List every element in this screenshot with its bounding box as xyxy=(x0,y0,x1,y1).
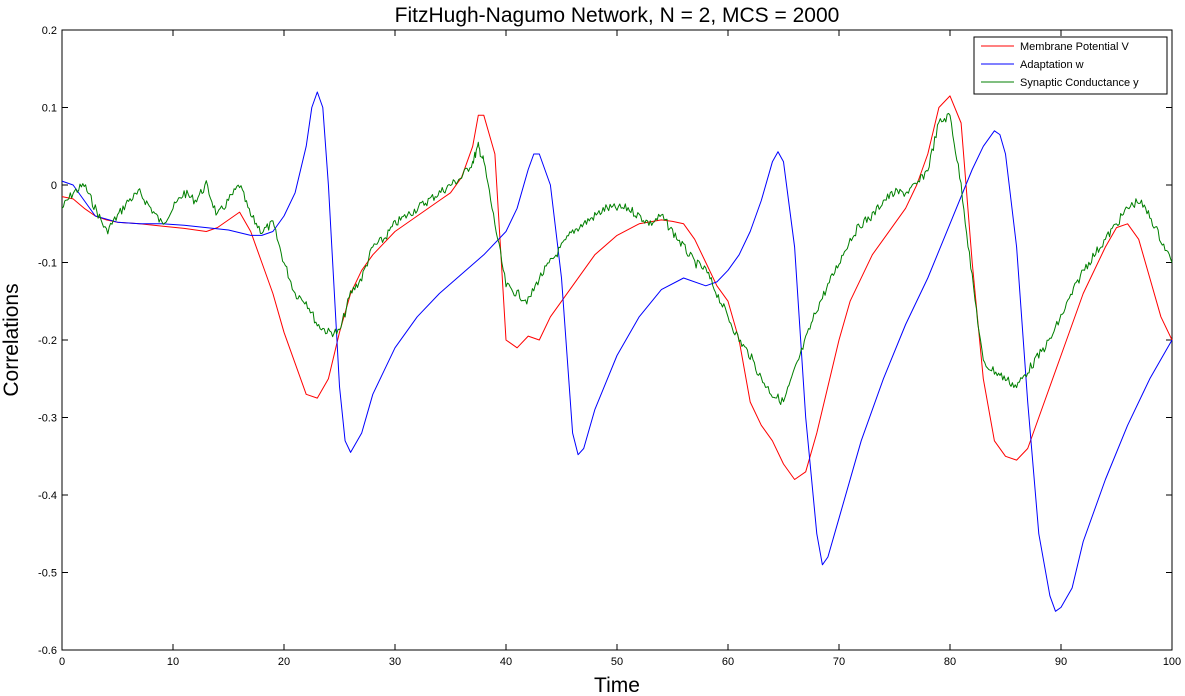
y-tick-label: -0.1 xyxy=(38,258,57,270)
x-tick-label: 90 xyxy=(1055,656,1067,668)
x-tick-label: 30 xyxy=(389,656,401,668)
y-axis: 0.2 0.1 0 -0.1 -0.2 -0.3 -0.4 -0.5 -0.6 xyxy=(38,25,1172,657)
x-tick-label: 50 xyxy=(611,656,623,668)
legend-label-3: Synaptic Conductance y xyxy=(1020,77,1139,89)
x-tick-label: 0 xyxy=(59,656,65,668)
plot-area xyxy=(61,29,1173,651)
legend-label-1: Membrane Potential V xyxy=(1020,41,1129,53)
x-tick-label: 100 xyxy=(1163,656,1181,668)
series-lines xyxy=(61,91,1173,612)
x-tick-label: 70 xyxy=(833,656,845,668)
chart-title: FitzHugh-Nagumo Network, N = 2, MCS = 20… xyxy=(395,4,840,27)
y-tick-label: -0.5 xyxy=(38,568,57,580)
x-axis: 0 10 20 30 40 50 60 70 80 90 100 xyxy=(59,30,1181,668)
series-line-3 xyxy=(61,112,1173,405)
x-tick-label: 40 xyxy=(500,656,512,668)
legend: Membrane Potential V Adaptation w Synaptic… xyxy=(973,36,1168,95)
series-line-2 xyxy=(61,91,1173,612)
x-tick-label: 20 xyxy=(278,656,290,668)
legend-label-2: Adaptation w xyxy=(1020,59,1084,71)
y-axis-label: Correlations xyxy=(0,283,23,396)
series-line-1 xyxy=(61,95,1173,480)
y-tick-label: -0.4 xyxy=(38,490,57,502)
x-axis-label: Time xyxy=(594,674,640,696)
y-tick-label: 0 xyxy=(51,180,57,192)
x-tick-label: 10 xyxy=(167,656,179,668)
y-tick-label: -0.2 xyxy=(38,335,57,347)
y-tick-label: -0.3 xyxy=(38,413,57,425)
y-tick-label: 0.2 xyxy=(42,25,57,37)
y-tick-label: -0.6 xyxy=(38,645,57,657)
y-tick-label: 0.1 xyxy=(42,103,57,115)
x-tick-label: 60 xyxy=(722,656,734,668)
x-tick-label: 80 xyxy=(944,656,956,668)
